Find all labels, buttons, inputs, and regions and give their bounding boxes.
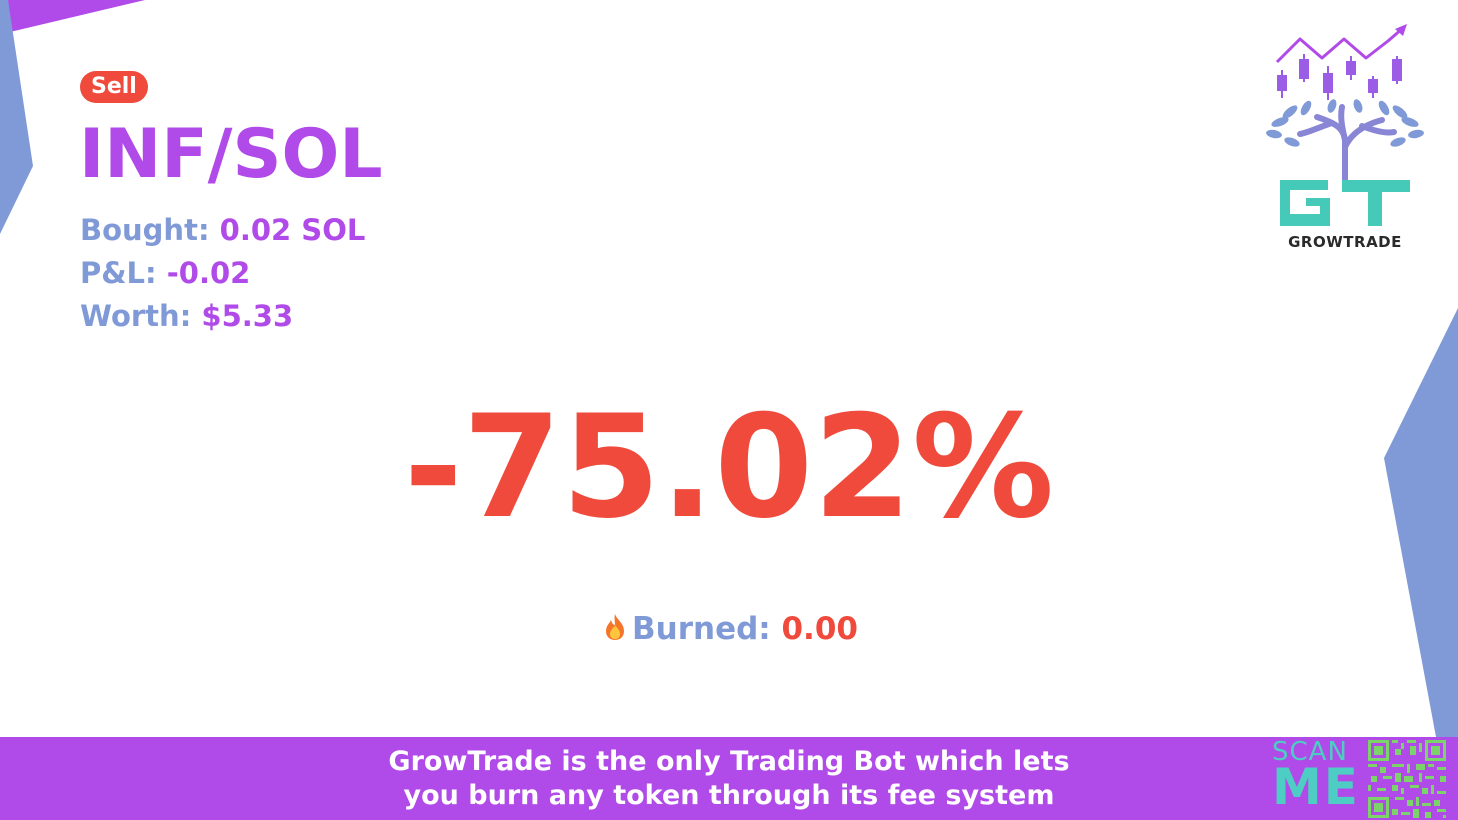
bought-label: Bought: <box>80 213 210 247</box>
qr-code[interactable] <box>1368 740 1446 818</box>
brand-name: GROWTRADE <box>1288 233 1402 251</box>
bought-value: 0.02 SOL <box>219 213 366 247</box>
worth-stat: Worth: $5.33 <box>80 298 293 334</box>
footer-banner: GrowTrade is the only Trading Bot which … <box>0 737 1458 820</box>
pnl-stat: P&L: -0.02 <box>80 255 250 291</box>
footer-message: GrowTrade is the only Trading Bot which … <box>229 745 1229 813</box>
fire-icon <box>600 612 630 651</box>
percent-change: -75.02% <box>403 385 1055 550</box>
scan-text: SCAN <box>1272 737 1348 767</box>
burned-value: 0.00 <box>781 611 858 647</box>
burned-stat: Burned: 0.00 <box>0 610 1458 651</box>
sell-badge: Sell <box>80 71 148 103</box>
pnl-value: -0.02 <box>166 256 251 290</box>
growtrade-logo <box>1266 24 1424 226</box>
pnl-label: P&L: <box>80 256 157 290</box>
footer-line-1: GrowTrade is the only Trading Bot which … <box>388 746 1070 777</box>
trading-pair-title: INF/SOL <box>79 115 383 194</box>
scan-me-label: SCAN ME <box>1272 739 1364 812</box>
burned-label: Burned: <box>632 611 771 647</box>
footer-line-2: you burn any token through its fee syste… <box>403 780 1055 811</box>
me-text: ME <box>1272 758 1360 816</box>
worth-label: Worth: <box>80 299 192 333</box>
worth-value: $5.33 <box>201 299 294 333</box>
bought-stat: Bought: 0.02 SOL <box>80 212 365 248</box>
